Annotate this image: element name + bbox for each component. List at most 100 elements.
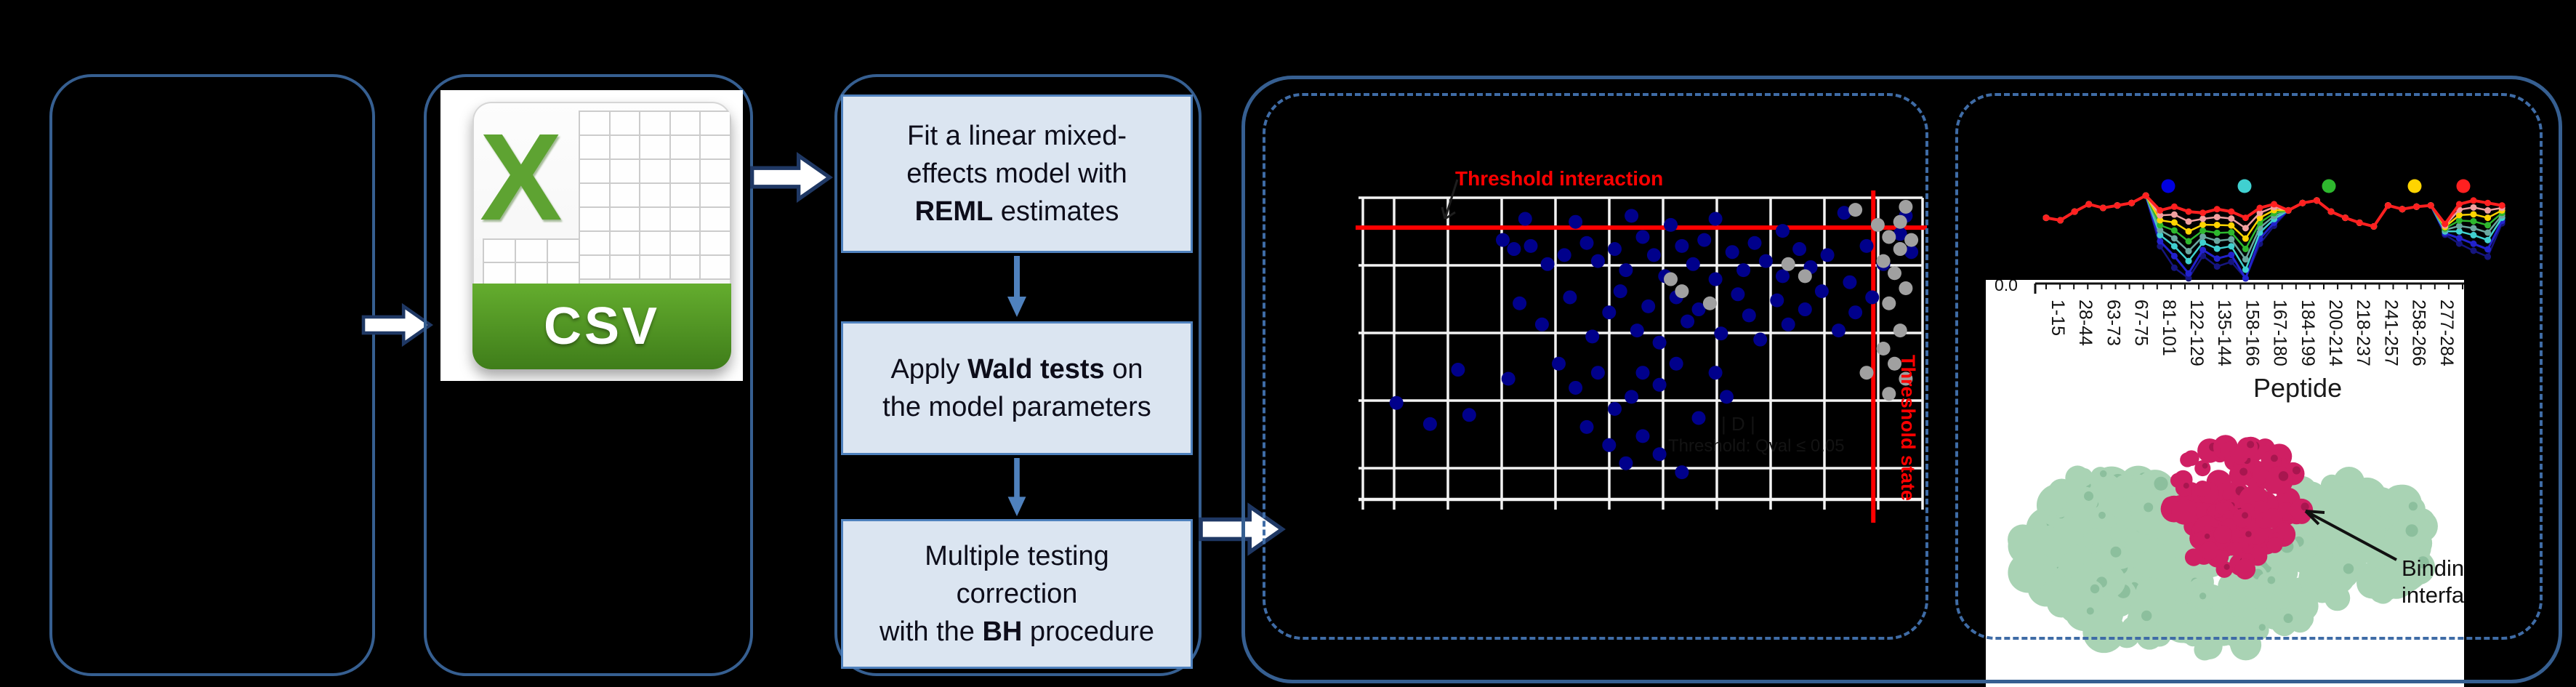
peptides-nonsignificant-gray <box>1702 296 1717 310</box>
peptides-significant-blue <box>1462 408 1476 422</box>
peptides-nonsignificant-gray <box>1882 387 1896 401</box>
peptides-significant-blue <box>1742 308 1756 323</box>
peptides-nonsignificant-gray <box>1882 230 1896 244</box>
peptides-significant-blue <box>1865 290 1880 305</box>
peptides-significant-blue <box>1635 230 1650 244</box>
peptides-nonsignificant-gray <box>1664 272 1678 286</box>
peptides-significant-blue <box>1619 263 1633 278</box>
peptides-nonsignificant-gray <box>1798 269 1812 284</box>
panel-csv <box>424 74 753 676</box>
legend-dot-3 <box>2407 179 2422 193</box>
peptides-nonsignificant-gray <box>1888 356 1901 371</box>
peptides-significant-blue <box>1625 390 1639 404</box>
peptides-significant-blue <box>1569 380 1583 395</box>
peptide-tick-label: 81-101 <box>2159 300 2179 356</box>
peptide-axis: 1-15 28-44 63-73 67-75 81-101 122-129 135-144 1… <box>2034 282 2464 366</box>
peptide-tick-label: 158-166 <box>2242 300 2262 366</box>
peptides-nonsignificant-gray <box>1904 233 1919 247</box>
peptides-significant-blue <box>1848 305 1863 320</box>
peptides-significant-blue <box>1524 238 1538 253</box>
peptides-significant-blue <box>1832 324 1846 338</box>
peptides-nonsignificant-gray <box>1848 203 1863 217</box>
arrow-box2-to-box3 <box>1007 458 1026 517</box>
peptides-significant-blue <box>1602 305 1617 320</box>
arrow-panel1-to-panel2 <box>361 302 434 347</box>
csv-label: CSV <box>543 297 661 355</box>
peptides-significant-blue <box>1569 214 1583 229</box>
peptides-significant-blue <box>1776 224 1790 238</box>
peptides-significant-blue <box>1843 275 1857 289</box>
peptides-significant-blue <box>1602 438 1617 452</box>
peptide-tick-label: 63-73 <box>2103 300 2123 346</box>
peptides-nonsignificant-gray <box>1893 324 1907 338</box>
arrow-box1-to-box2 <box>1007 256 1026 317</box>
peptides-significant-blue <box>1652 447 1667 462</box>
peptides-significant-blue <box>1753 332 1768 347</box>
results-outer-rect <box>1241 76 2562 683</box>
faint-legend-line2: Threshold: Qval ≤ 0.05 <box>1668 436 1845 456</box>
peptides-significant-blue <box>1563 290 1577 305</box>
spreadsheet-grid-small <box>483 238 580 286</box>
volcano-scatter-plot <box>1356 179 1927 523</box>
peptides-significant-blue <box>1608 242 1622 257</box>
peptides-significant-blue <box>1714 326 1728 341</box>
peptides-nonsignificant-gray <box>1888 266 1901 281</box>
peptides-significant-blue <box>1585 329 1600 344</box>
peptides-significant-blue <box>1731 287 1745 302</box>
peptide-tick-label: 67-75 <box>2131 300 2152 346</box>
peptides-significant-blue <box>1770 293 1784 308</box>
peptide-tick-label: 277-284 <box>2436 300 2457 366</box>
peptides-significant-blue <box>1798 302 1812 317</box>
peptides-significant-blue <box>1859 238 1874 253</box>
peptides-significant-blue <box>1758 254 1773 268</box>
flow-box-wald: Apply Wald tests on the model parameters <box>841 321 1193 455</box>
peptides-nonsignificant-gray <box>1675 284 1689 299</box>
peptides-nonsignificant-gray <box>1882 296 1896 310</box>
binding-interface-label: Binding interface <box>2402 555 2464 608</box>
peptide-tick-label: 1-15 <box>2048 300 2068 336</box>
flow-box-lmm: Fit a linear mixed-effects model with REM… <box>841 95 1193 253</box>
arrow-panel2-to-panel3 <box>750 152 833 203</box>
peptides-significant-blue <box>1747 236 1762 250</box>
peptide-axis-label: Peptide <box>2253 373 2343 403</box>
panel-stats-workflow <box>834 74 1202 676</box>
peptides-significant-blue <box>1625 209 1639 223</box>
peptides-significant-blue <box>1557 248 1571 262</box>
peptides-significant-blue <box>1691 302 1706 317</box>
peptides-significant-blue <box>1904 245 1919 260</box>
peptides-significant-blue <box>1518 212 1532 226</box>
peptide-tick-label: 135-144 <box>2214 300 2234 366</box>
peptides-significant-blue <box>1513 296 1527 310</box>
peptides-significant-blue <box>1613 284 1627 299</box>
peptides-nonsignificant-gray <box>1899 371 1913 386</box>
peptides-significant-blue <box>1736 263 1751 278</box>
peptides-significant-blue <box>1389 395 1404 410</box>
peptides-significant-blue <box>1837 206 1851 220</box>
peptides-significant-blue <box>1792 242 1807 257</box>
panel-scatter-dashed <box>1263 93 1928 640</box>
peptides-significant-blue <box>1451 363 1465 377</box>
peptides-significant-blue <box>1814 284 1829 299</box>
peptide-tick-label: 28-44 <box>2075 300 2096 346</box>
flow-box-bh: Multiple testing correction with the BH pr… <box>841 519 1193 669</box>
peptides-nonsignificant-gray <box>1870 217 1885 232</box>
peptides-significant-blue <box>1681 314 1695 329</box>
peptides-significant-blue <box>1579 419 1594 434</box>
peptides-significant-blue <box>1501 371 1516 386</box>
peptides-significant-blue <box>1669 356 1683 371</box>
peptides-nonsignificant-gray <box>1781 257 1795 271</box>
peptides-significant-blue <box>1691 411 1706 425</box>
peptide-tick-label: 122-129 <box>2186 300 2207 366</box>
peptides-significant-blue <box>1708 366 1723 380</box>
peptides-significant-blue <box>1652 377 1667 392</box>
peptides-significant-blue <box>1675 465 1689 480</box>
peptides-nonsignificant-gray <box>1859 366 1874 380</box>
peptides-significant-blue <box>1534 317 1549 332</box>
peptides-significant-blue <box>1641 299 1656 313</box>
legend-dot-0 <box>2161 179 2175 193</box>
peptides-significant-blue <box>1893 227 1907 241</box>
peptide-tick-label: 258-266 <box>2409 300 2429 366</box>
faint-legend-line1: | D | <box>1721 413 1755 435</box>
peptides-nonsignificant-gray <box>1876 254 1891 268</box>
legend-dot-1 <box>2237 179 2252 193</box>
